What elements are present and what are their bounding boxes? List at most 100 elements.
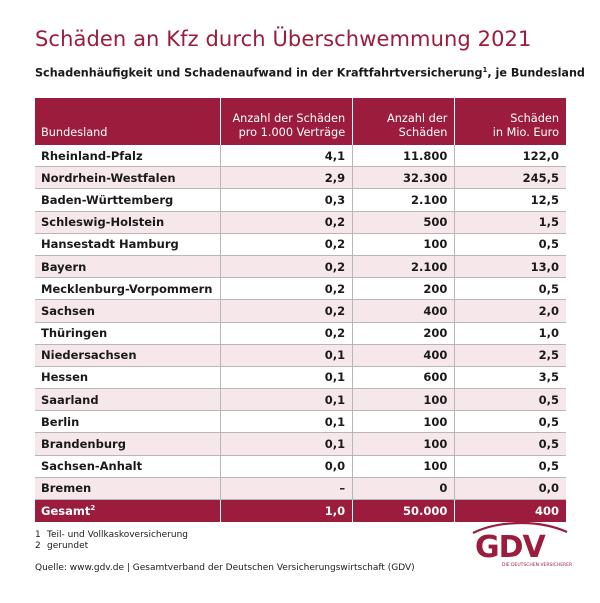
cell-count: 100 [352,432,455,456]
table-row: Sachsen-Anhalt 0,0 100 0,5 [35,455,566,478]
total-frequency: 1,0 [219,499,353,522]
cell-bundesland: Sachsen [35,299,220,323]
cell-bundesland: Saarland [35,388,220,412]
cell-count: 2.100 [352,188,455,212]
cell-count: 100 [352,410,455,434]
cell-frequency: 4,1 [219,145,353,168]
cell-amount: 1,0 [454,322,566,345]
source-line: Quelle: www.gdv.de | Gesamtverband der D… [35,563,415,573]
cell-bundesland: Bayern [35,255,220,279]
header-amount: Schäden in Mio. Euro [454,98,566,145]
cell-bundesland: Thüringen [35,322,220,345]
logo-subtext: DIE DEUTSCHEN VERSICHERER [502,563,573,568]
cell-amount: 0,5 [454,455,566,478]
table-row: Nordrhein-Westfalen 2,9 32.300 245,5 [35,166,566,190]
header-count: Anzahl der Schäden [352,98,455,145]
cell-amount: 0,5 [454,277,566,301]
table-row: Mecklenburg-Vorpommern 0,2 200 0,5 [35,277,566,301]
table-header-row: Bundesland Anzahl der Schäden pro 1.000 V… [35,98,566,145]
subtitle-text: Schadenhäufigkeit und Schadenaufwand in … [35,66,483,80]
header-frequency: Anzahl der Schäden pro 1.000 Verträge [219,98,353,145]
cell-amount: 245,5 [454,166,566,190]
table-row: Sachsen 0,2 400 2,0 [35,299,566,323]
table-row: Thüringen 0,2 200 1,0 [35,322,566,345]
cell-count: 600 [352,366,455,390]
cell-count: 400 [352,299,455,323]
cell-frequency: 0,2 [219,211,353,234]
cell-bundesland: Berlin [35,410,220,434]
total-amount: 400 [454,499,566,522]
cell-frequency: 0,0 [219,455,353,478]
cell-frequency: – [219,477,353,501]
cell-bundesland: Bremen [35,477,220,501]
footnote-2: 2 gerundet [35,541,89,551]
page-title: Schäden an Kfz durch Überschwemmung 2021 [35,27,532,51]
page-subtitle: Schadenhäufigkeit und Schadenaufwand in … [35,66,585,80]
table-row: Schleswig-Holstein 0,2 500 1,5 [35,211,566,234]
cell-count: 0 [352,477,455,501]
cell-bundesland: Hansestadt Hamburg [35,233,220,256]
cell-count: 11.800 [352,145,455,168]
cell-bundesland: Niedersachsen [35,344,220,367]
cell-frequency: 2,9 [219,166,353,190]
cell-frequency: 0,2 [219,233,353,256]
header-bundesland: Bundesland [35,98,220,145]
table-row: Bremen –0 0,0 [35,477,566,501]
cell-count: 200 [352,277,455,301]
cell-bundesland: Hessen [35,366,220,390]
cell-frequency: 0,1 [219,344,353,367]
table-row: Hansestadt Hamburg 0,2 100 0,5 [35,233,566,256]
logo-swoosh-icon [472,522,568,534]
cell-amount: 122,0 [454,145,566,168]
subtitle-suffix: , je Bundesland [487,66,585,80]
cell-amount: 0,0 [454,477,566,501]
cell-bundesland: Brandenburg [35,432,220,456]
table-row: Hessen 0,1 600 3,5 [35,366,566,390]
cell-count: 2.100 [352,255,455,279]
table-row: Rheinland-Pfalz 4,1 11.800 122,0 [35,145,566,168]
cell-count: 100 [352,455,455,478]
logo-text: GDV [475,530,546,565]
cell-bundesland: Schleswig-Holstein [35,211,220,234]
cell-amount: 0,5 [454,388,566,412]
cell-bundesland: Rheinland-Pfalz [35,145,220,168]
cell-amount: 2,0 [454,299,566,323]
cell-amount: 0,5 [454,233,566,256]
cell-frequency: 0,1 [219,410,353,434]
total-footnote-ref: 2 [90,504,96,513]
total-count: 50.000 [352,499,455,522]
cell-count: 32.300 [352,166,455,190]
cell-count: 400 [352,344,455,367]
cell-frequency: 0,2 [219,255,353,279]
cell-frequency: 0,2 [219,299,353,323]
cell-bundesland: Nordrhein-Westfalen [35,166,220,190]
cell-frequency: 0,2 [219,322,353,345]
cell-count: 100 [352,233,455,256]
cell-frequency: 0,1 [219,432,353,456]
cell-count: 500 [352,211,455,234]
cell-bundesland: Sachsen-Anhalt [35,455,220,478]
footnotes: 1 Teil- und Vollkaskoversicherung 2 gerund… [35,530,188,552]
cell-frequency: 0,1 [219,388,353,412]
cell-bundesland: Baden-Württemberg [35,188,220,212]
cell-amount: 1,5 [454,211,566,234]
footnote-1: 1 Teil- und Vollkaskoversicherung [35,530,188,540]
cell-amount: 3,5 [454,366,566,390]
cell-amount: 13,0 [454,255,566,279]
table-row: Berlin 0,1 100 0,5 [35,410,566,434]
table-row: Baden-Württemberg 0,3 2.100 12,5 [35,188,566,212]
table-total-row: Gesamt2 1,0 50.000 400 [35,499,566,522]
subtitle-footnote-ref: 1 [482,66,488,74]
cell-frequency: 0,1 [219,366,353,390]
table-row: Brandenburg 0,1 100 0,5 [35,432,566,456]
table-row: Bayern 0,2 2.100 13,0 [35,255,566,279]
cell-amount: 0,5 [454,410,566,434]
table-row: Saarland 0,1 100 0,5 [35,388,566,412]
cell-bundesland: Mecklenburg-Vorpommern [35,277,220,301]
table-row: Niedersachsen 0,1 400 2,5 [35,344,566,367]
cell-frequency: 0,3 [219,188,353,212]
total-label: Gesamt2 [35,499,220,522]
cell-frequency: 0,2 [219,277,353,301]
cell-amount: 2,5 [454,344,566,367]
cell-amount: 0,5 [454,432,566,456]
